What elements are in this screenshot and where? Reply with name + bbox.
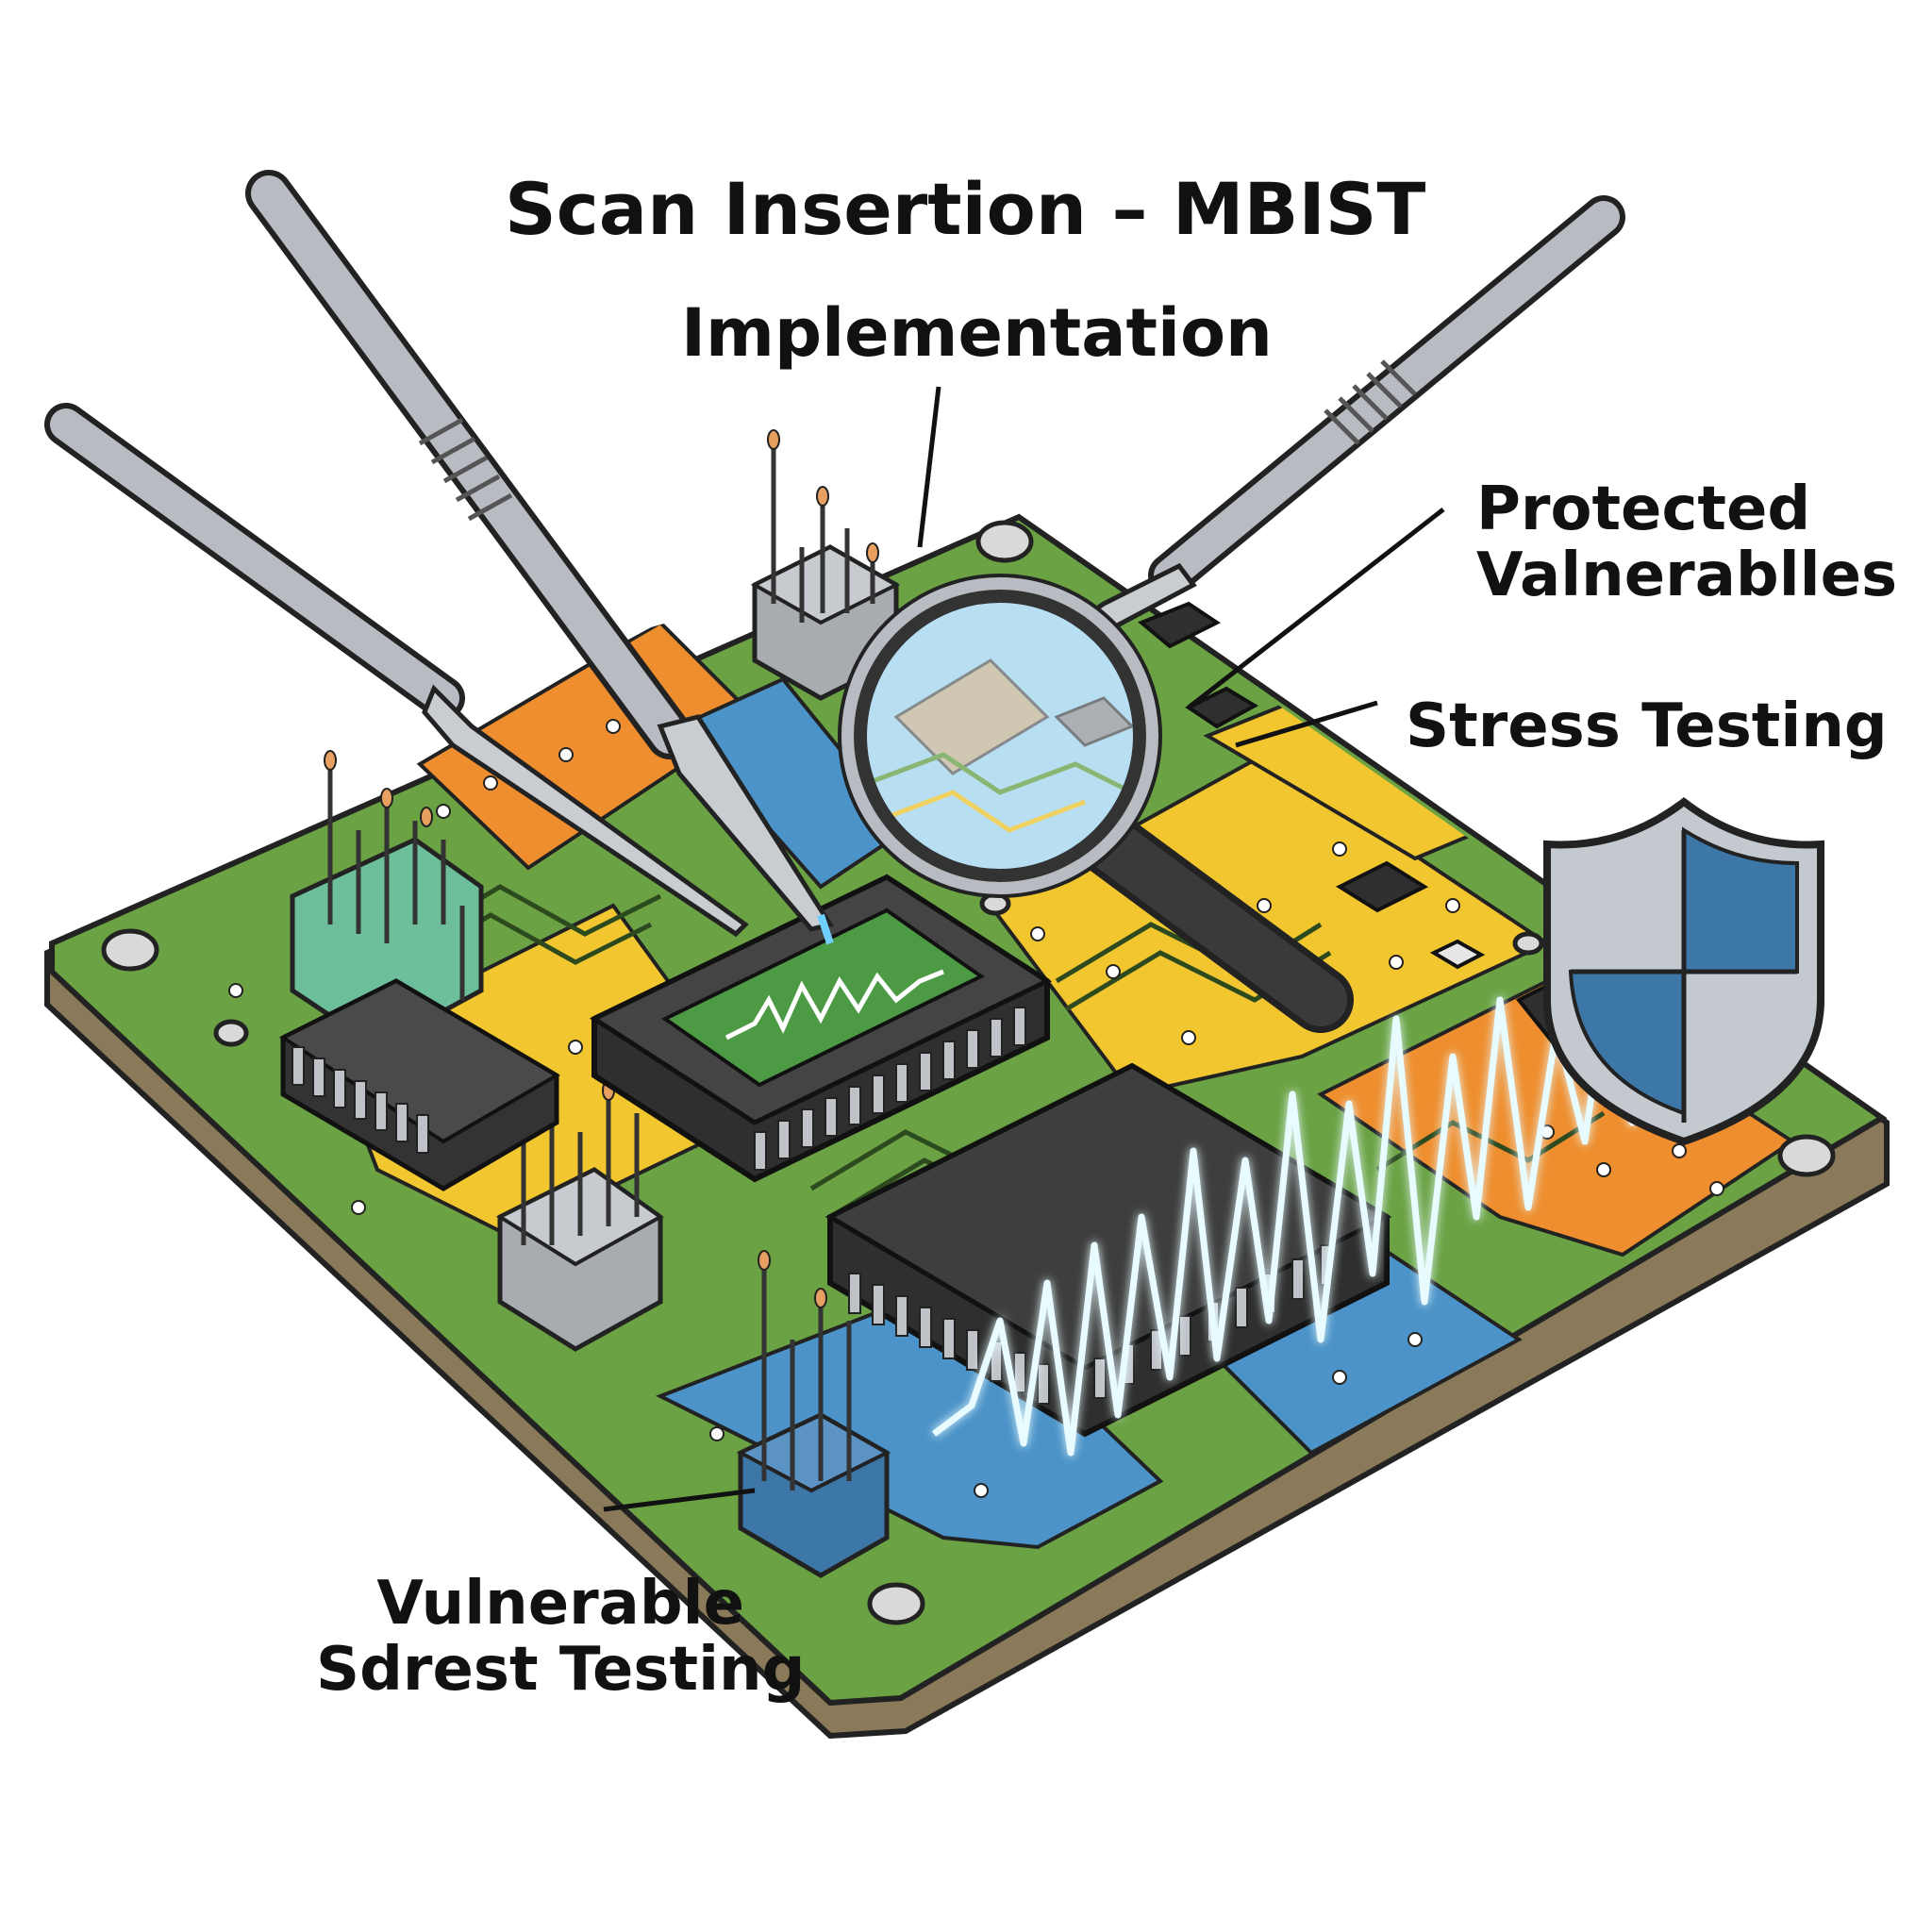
label-vulnerable-stress-testing: Vulnerable Sdrest Testing — [316, 1571, 805, 1704]
label-protected-line-1: Protected — [1476, 475, 1811, 544]
pin-header-middle — [495, 1075, 664, 1352]
title-line-2: Implementation — [681, 294, 1273, 372]
label-protected-vulnerabilities: Protected Valnerablles — [1476, 476, 1897, 609]
stress-waveform-icon — [931, 996, 1663, 1457]
label-vulnerable-line-1: Vulnerable — [376, 1569, 745, 1639]
label-leader-lines — [603, 386, 1445, 1512]
large-microchip — [824, 1062, 1392, 1438]
circuit-board — [44, 513, 1890, 1740]
chip-waveform-icon — [724, 969, 944, 1041]
main-microchip — [589, 874, 1053, 1183]
shield-icon — [1515, 796, 1824, 1146]
pin-header-bottom — [736, 1250, 891, 1578]
label-protected-line-2: Valnerablles — [1476, 541, 1898, 611]
scalpel-left-icon — [44, 403, 749, 938]
pin-header-left — [290, 750, 484, 1050]
scalpel-middle-icon — [245, 170, 834, 945]
label-stress-testing: Stress Testing — [1406, 691, 1888, 761]
small-components — [1138, 601, 1486, 970]
mounting-holes — [101, 520, 1836, 1625]
magnifying-glass-icon — [838, 574, 1354, 1033]
label-vulnerable-line-2: Sdrest Testing — [316, 1635, 806, 1706]
chip-screen — [661, 908, 985, 1088]
title-line-1: Scan Insertion – MBIST — [505, 167, 1426, 251]
small-ic-chip — [278, 978, 560, 1191]
